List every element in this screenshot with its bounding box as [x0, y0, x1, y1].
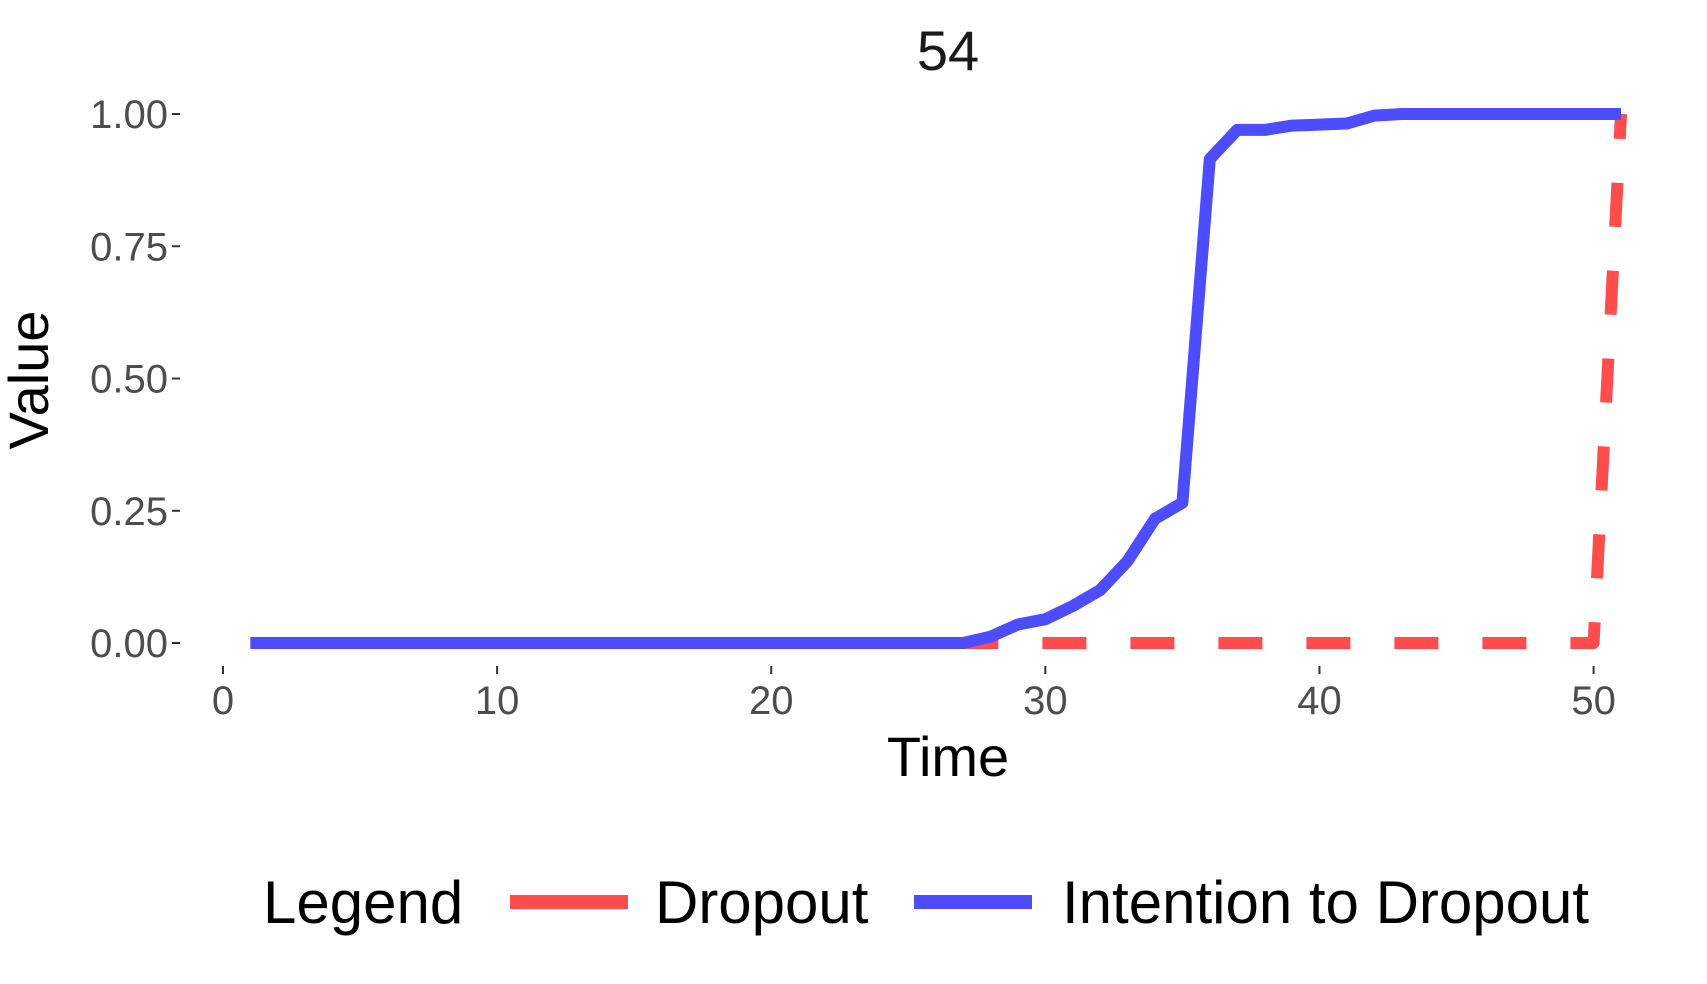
series-line-dropout: [250, 113, 1627, 649]
y-tick-label: 0.75: [90, 225, 168, 269]
x-tick-label: 20: [749, 679, 794, 723]
y-tick-label: 0.50: [90, 358, 168, 402]
x-tick-label: 50: [1571, 679, 1616, 723]
legend: Legend Dropout Intention to Dropout: [263, 869, 1589, 936]
x-tick-label: 0: [212, 679, 234, 723]
series-layer: [250, 108, 1627, 649]
series-line-intention-to-dropout: [250, 108, 1621, 649]
x-tick-label: 40: [1297, 679, 1342, 723]
y-tick-label: 0.25: [90, 490, 168, 534]
y-tick-label: 0.00: [90, 622, 168, 666]
y-axis-title: Value: [0, 310, 60, 449]
legend-label-dropout: Dropout: [655, 869, 869, 936]
x-axis-title: Time: [887, 725, 1009, 788]
legend-label-intention-to-dropout: Intention to Dropout: [1062, 869, 1589, 936]
x-tick-label: 10: [475, 679, 520, 723]
legend-title: Legend: [263, 869, 463, 936]
chart-title: 54: [917, 19, 979, 82]
y-axis-ticks: 0.00 0.25 0.50 0.75 1.00: [90, 93, 180, 666]
y-tick-label: 1.00: [90, 93, 168, 137]
x-axis-ticks: 0 10 20 30 40 50: [212, 666, 1616, 723]
x-tick-label: 30: [1023, 679, 1068, 723]
